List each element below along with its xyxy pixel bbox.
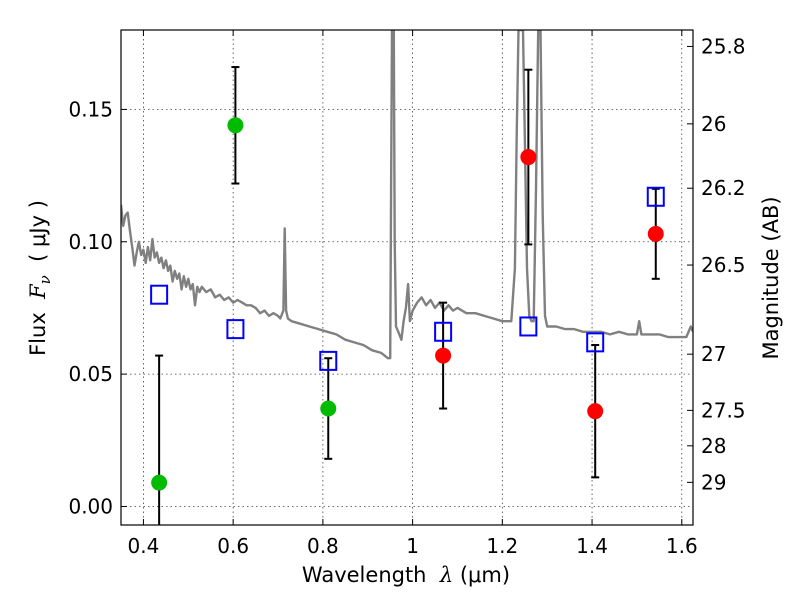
y-tick-label: 0.10 [68, 230, 113, 254]
x-tick-label: 0.4 [128, 534, 160, 558]
y2-axis-label: Magnitude (AB) [759, 196, 783, 359]
y2-tick-label: 27 [701, 342, 726, 366]
flux-circle-marker [587, 403, 604, 420]
spectrum [121, 30, 693, 360]
x-tick-label: 1.4 [576, 534, 608, 558]
model-square-marker [150, 284, 169, 305]
y2-tick-label: 25.8 [701, 34, 746, 58]
grid-lines [121, 30, 693, 525]
data-points [150, 66, 665, 525]
flux-circle-marker [320, 400, 337, 417]
x-tick-label: 1.2 [486, 534, 518, 558]
flux-circle-marker [227, 117, 244, 134]
model-square-marker [646, 186, 665, 207]
x-tick-label: 1.6 [666, 534, 698, 558]
model-square-marker [519, 316, 538, 337]
plot-frame [120, 29, 694, 526]
flux-circle-marker [151, 474, 168, 491]
model-square-marker [586, 332, 605, 353]
model-square-marker [319, 350, 338, 371]
model-square-marker [434, 321, 453, 342]
y-axis-ticks: 0.00 0.05 0.10 0.15 [68, 97, 127, 518]
model-square-marker [226, 319, 245, 340]
flux-circle-marker [647, 225, 664, 242]
y-axis-label: Flux Fν ( μJy ) [26, 200, 54, 356]
flux-circle-marker [435, 347, 452, 364]
x-tick-label: 1 [406, 534, 419, 558]
x-tick-label: 0.8 [307, 534, 339, 558]
plot-border [120, 29, 694, 526]
y2-axis-ticks: 25.8 26 26.2 26.5 27 27.5 28 29 [687, 34, 746, 494]
y-tick-label: 0.05 [68, 362, 113, 386]
y2-tick-label: 28 [701, 434, 726, 458]
y2-tick-label: 27.5 [701, 398, 746, 422]
y-tick-label: 0.00 [68, 494, 113, 518]
y2-tick-label: 29 [701, 470, 726, 494]
x-tick-label: 0.6 [217, 534, 249, 558]
y2-tick-label: 26 [701, 112, 726, 136]
spectrum-line [121, 30, 693, 360]
y2-tick-label: 26.5 [701, 253, 746, 277]
y-tick-label: 0.15 [68, 97, 113, 121]
flux-circle-marker [520, 149, 537, 166]
x-axis-ticks: 0.4 0.6 0.8 1 1.2 1.4 1.6 [128, 30, 698, 558]
y2-tick-label: 26.2 [701, 176, 746, 200]
x-axis-label: Wavelength λ (μm) [302, 563, 510, 587]
